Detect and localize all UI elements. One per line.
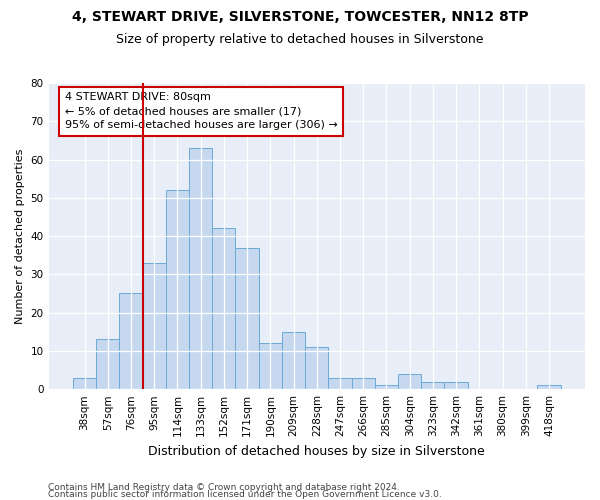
- Bar: [352, 378, 375, 389]
- Text: 4 STEWART DRIVE: 80sqm
← 5% of detached houses are smaller (17)
95% of semi-deta: 4 STEWART DRIVE: 80sqm ← 5% of detached …: [65, 92, 337, 130]
- Bar: [235, 248, 259, 389]
- Text: Size of property relative to detached houses in Silverstone: Size of property relative to detached ho…: [116, 32, 484, 46]
- Text: Contains public sector information licensed under the Open Government Licence v3: Contains public sector information licen…: [48, 490, 442, 499]
- Bar: [282, 332, 305, 389]
- Bar: [398, 374, 421, 389]
- Y-axis label: Number of detached properties: Number of detached properties: [15, 148, 25, 324]
- Bar: [96, 340, 119, 389]
- Bar: [421, 382, 445, 389]
- Bar: [73, 378, 96, 389]
- Bar: [538, 386, 560, 389]
- Bar: [328, 378, 352, 389]
- Bar: [166, 190, 189, 389]
- Bar: [189, 148, 212, 389]
- X-axis label: Distribution of detached houses by size in Silverstone: Distribution of detached houses by size …: [148, 444, 485, 458]
- Bar: [375, 386, 398, 389]
- Bar: [259, 344, 282, 389]
- Bar: [143, 263, 166, 389]
- Bar: [445, 382, 468, 389]
- Text: 4, STEWART DRIVE, SILVERSTONE, TOWCESTER, NN12 8TP: 4, STEWART DRIVE, SILVERSTONE, TOWCESTER…: [71, 10, 529, 24]
- Bar: [119, 294, 143, 389]
- Text: Contains HM Land Registry data © Crown copyright and database right 2024.: Contains HM Land Registry data © Crown c…: [48, 484, 400, 492]
- Bar: [305, 347, 328, 389]
- Bar: [212, 228, 235, 389]
